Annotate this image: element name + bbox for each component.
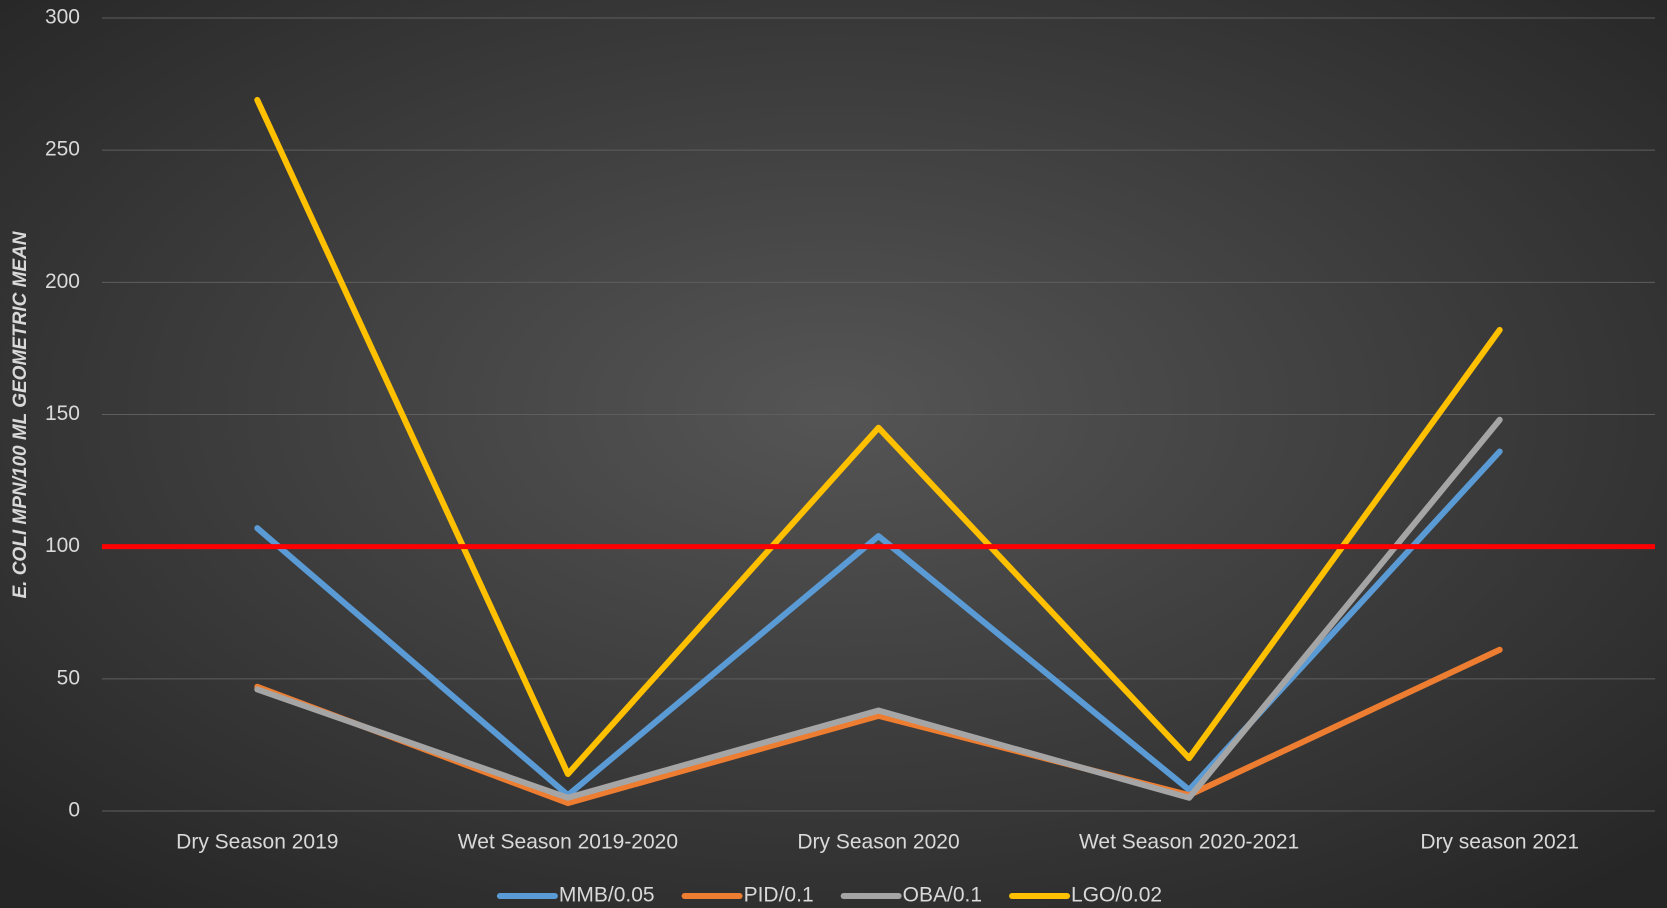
y-tick-label: 250: [45, 138, 80, 161]
y-tick-label: 150: [45, 402, 80, 425]
x-tick-label: Wet Season 2020-2021: [1079, 831, 1299, 854]
x-tick-label: Dry season 2021: [1420, 831, 1579, 854]
y-tick-label: 50: [57, 666, 80, 689]
series-line: [254, 448, 1503, 799]
legend-label: MMB/0.05: [559, 884, 655, 907]
y-tick-label: 100: [45, 534, 80, 557]
x-tick-label: Dry Season 2019: [176, 831, 338, 854]
series-line: [254, 96, 1503, 777]
legend-label: PID/0.1: [744, 884, 814, 907]
y-tick-label: 200: [45, 270, 80, 293]
x-tick-label: Dry Season 2020: [797, 831, 959, 854]
y-tick-label: 300: [45, 6, 80, 29]
legend-label: OBA/0.1: [903, 884, 982, 907]
y-axis-label: E. COLI MPN/100 ML GEOMETRIC MEAN: [10, 230, 31, 598]
x-tick-label: Wet Season 2019-2020: [458, 831, 678, 854]
series-line: [254, 416, 1503, 801]
legend-label: LGO/0.02: [1071, 884, 1162, 907]
y-tick-label: 0: [68, 799, 80, 822]
